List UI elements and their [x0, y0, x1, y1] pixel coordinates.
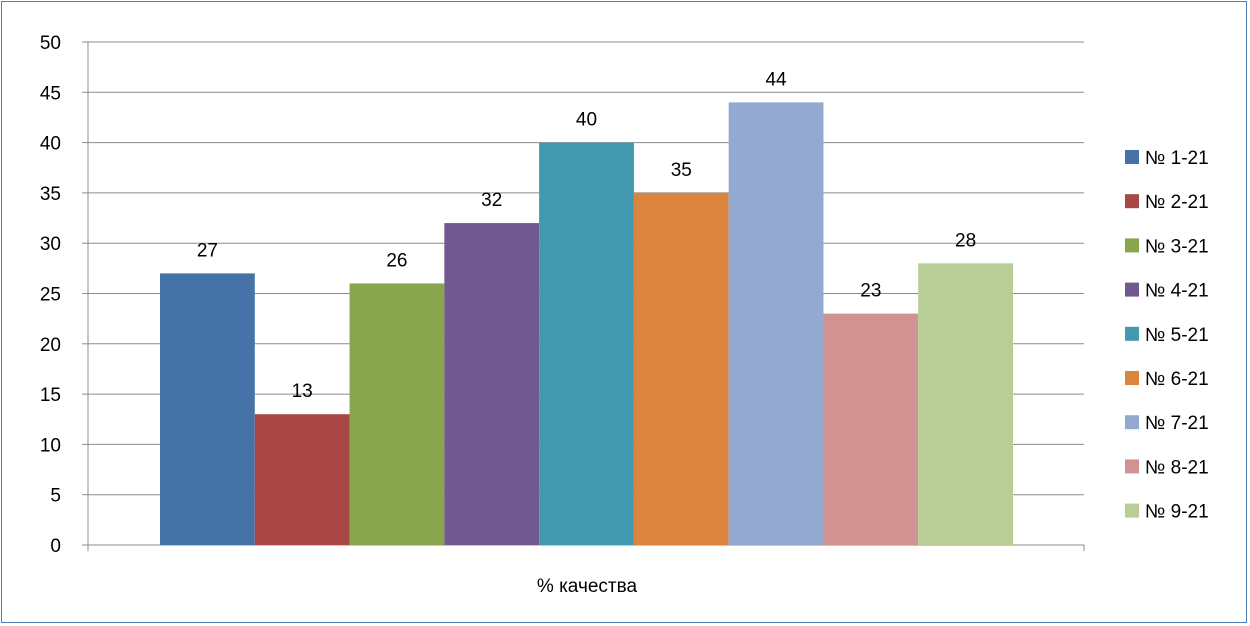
- bar: [349, 283, 445, 545]
- legend-swatch: [1125, 282, 1139, 297]
- y-tick-label: 50: [40, 33, 61, 54]
- y-tick-label: 0: [50, 536, 61, 557]
- data-labels: 27 13 26 32 40 35 44 23 28: [197, 69, 976, 402]
- legend-label: № 7-21: [1145, 413, 1209, 434]
- bar: [254, 414, 350, 545]
- data-label: 27: [197, 240, 218, 261]
- y-tick-label: 40: [40, 134, 61, 155]
- bar: [728, 102, 824, 546]
- y-tick-label: 30: [40, 234, 61, 255]
- bar: [539, 142, 634, 545]
- y-tick-label: 25: [40, 285, 61, 306]
- legend-label: № 2-21: [1145, 192, 1209, 213]
- legend-swatch: [1125, 415, 1139, 430]
- legend-swatch: [1125, 371, 1139, 385]
- y-tick-label: 35: [40, 184, 61, 205]
- bar: [633, 192, 729, 545]
- legend-swatch: [1125, 194, 1139, 209]
- legend-swatch: [1125, 326, 1139, 341]
- y-tick-label: 15: [40, 385, 61, 406]
- axes: 0 5 10 15 20 25 30 35 40 45 50: [40, 33, 1085, 557]
- data-label: 23: [860, 281, 881, 302]
- bar: [444, 223, 540, 545]
- legend: № 1-21 № 2-21 № 3-21 № 4-21 № 5-21 № 6-21 № 7-…: [1125, 148, 1209, 523]
- bar: [918, 263, 1013, 545]
- data-label: 40: [576, 110, 597, 131]
- legend-label: № 8-21: [1145, 457, 1209, 478]
- y-tick-label: 10: [40, 435, 61, 456]
- legend-swatch: [1125, 238, 1139, 253]
- data-label: 35: [671, 160, 692, 181]
- legend-label: № 3-21: [1145, 236, 1209, 257]
- y-tick-label: 45: [40, 83, 61, 104]
- data-label: 13: [292, 381, 313, 402]
- bar: [160, 273, 255, 545]
- x-axis-label: % качества: [537, 576, 638, 597]
- data-label: 28: [955, 230, 976, 251]
- legend-label: № 5-21: [1145, 325, 1209, 346]
- legend-swatch: [1125, 503, 1139, 518]
- data-label: 26: [386, 250, 407, 271]
- bar: [823, 313, 919, 545]
- bars: [160, 102, 1013, 546]
- legend-label: № 4-21: [1145, 281, 1209, 302]
- legend-label: № 9-21: [1145, 502, 1209, 523]
- y-tick-label: 5: [50, 486, 61, 507]
- data-label: 32: [481, 190, 502, 211]
- legend-label: № 1-21: [1145, 148, 1209, 169]
- data-label: 44: [765, 69, 787, 90]
- legend-label: № 6-21: [1145, 369, 1209, 390]
- y-tick-label: 20: [40, 335, 61, 356]
- legend-swatch: [1125, 459, 1139, 474]
- legend-swatch: [1125, 150, 1139, 164]
